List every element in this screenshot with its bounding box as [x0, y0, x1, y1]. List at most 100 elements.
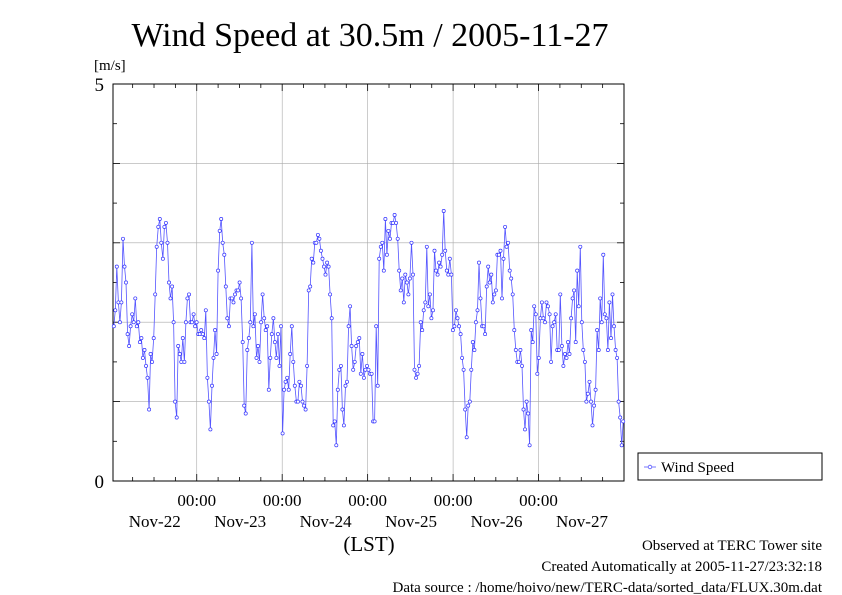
data-point — [305, 363, 310, 368]
data-point — [231, 300, 236, 305]
data-point — [351, 367, 356, 372]
y-tick-label: 0 — [95, 472, 105, 493]
data-point — [240, 340, 245, 345]
data-point — [345, 379, 349, 384]
data-point — [509, 276, 514, 281]
data-point — [487, 280, 492, 285]
footer-observed: Observed at TERC Tower site — [642, 538, 822, 554]
data-point — [454, 308, 458, 313]
data-point — [134, 324, 139, 329]
data-point — [470, 340, 475, 345]
data-point — [475, 308, 480, 313]
data-point — [280, 431, 285, 436]
data-point — [569, 316, 574, 321]
data-point — [585, 391, 590, 396]
data-point — [314, 240, 319, 245]
data-point — [279, 324, 283, 329]
data-point — [579, 320, 584, 325]
data-point — [573, 340, 578, 345]
data-point — [501, 256, 506, 261]
data-point — [329, 316, 334, 321]
data-point — [546, 304, 550, 309]
data-point — [133, 296, 138, 301]
data-point — [411, 272, 415, 277]
data-point — [394, 220, 399, 225]
data-point — [372, 419, 377, 424]
data-point — [621, 419, 626, 424]
data-point — [285, 375, 290, 380]
data-point — [562, 352, 567, 356]
legend: Wind Speed — [637, 452, 823, 481]
data-point — [276, 332, 280, 337]
data-point — [341, 423, 346, 428]
data-point — [414, 375, 419, 380]
data-point — [136, 320, 141, 325]
data-point — [217, 228, 222, 233]
x-tick-date-label: Nov-22 — [129, 512, 181, 531]
data-point — [268, 355, 273, 360]
data-point — [412, 367, 417, 372]
data-point — [533, 312, 538, 317]
data-point — [306, 288, 311, 293]
data-point — [219, 217, 224, 221]
data-point — [432, 248, 437, 253]
data-point — [125, 332, 130, 337]
data-point — [601, 252, 606, 257]
data-point — [153, 292, 158, 297]
data-point — [323, 272, 328, 277]
data-point — [484, 284, 489, 289]
data-point — [452, 324, 457, 329]
data-point — [392, 213, 397, 217]
data-point — [242, 403, 247, 408]
x-tick-date-label: Nov-26 — [471, 512, 523, 531]
data-point — [564, 355, 569, 360]
data-point — [383, 217, 388, 221]
data-point — [576, 304, 581, 309]
data-point — [552, 320, 557, 325]
data-point — [206, 399, 211, 404]
data-point — [381, 268, 386, 273]
data-point — [532, 304, 537, 309]
data-point — [256, 344, 260, 348]
data-point — [269, 332, 274, 337]
x-tick-date-label: Nov-27 — [556, 512, 608, 531]
data-point — [543, 320, 547, 325]
data-point — [558, 292, 563, 297]
data-point — [406, 292, 411, 297]
data-point — [556, 348, 561, 352]
data-point — [549, 359, 554, 364]
data-point — [179, 359, 184, 364]
data-point — [398, 288, 403, 293]
data-point — [182, 359, 187, 364]
data-point — [197, 332, 202, 337]
data-point — [121, 236, 125, 241]
data-point — [426, 304, 431, 309]
data-point — [547, 312, 552, 317]
data-point — [236, 288, 241, 293]
data-point — [326, 264, 331, 269]
data-point — [363, 367, 368, 372]
data-point — [424, 244, 429, 249]
data-point — [513, 348, 518, 352]
data-point — [357, 336, 362, 341]
data-point — [595, 328, 600, 333]
data-point — [365, 363, 369, 368]
data-point — [437, 260, 442, 265]
data-point — [251, 324, 256, 329]
data-point — [348, 304, 353, 309]
data-point — [266, 387, 271, 392]
data-point — [612, 324, 616, 329]
data-point — [297, 379, 302, 384]
data-point — [248, 320, 253, 325]
data-point — [174, 415, 179, 420]
data-point — [450, 328, 455, 333]
data-point — [180, 336, 185, 341]
legend-swatch-marker — [647, 464, 653, 470]
data-point — [355, 340, 360, 345]
data-point — [559, 344, 564, 348]
data-point — [477, 260, 481, 265]
data-point — [598, 296, 603, 301]
data-point — [140, 355, 145, 360]
data-point — [325, 260, 330, 265]
data-point — [194, 320, 199, 325]
